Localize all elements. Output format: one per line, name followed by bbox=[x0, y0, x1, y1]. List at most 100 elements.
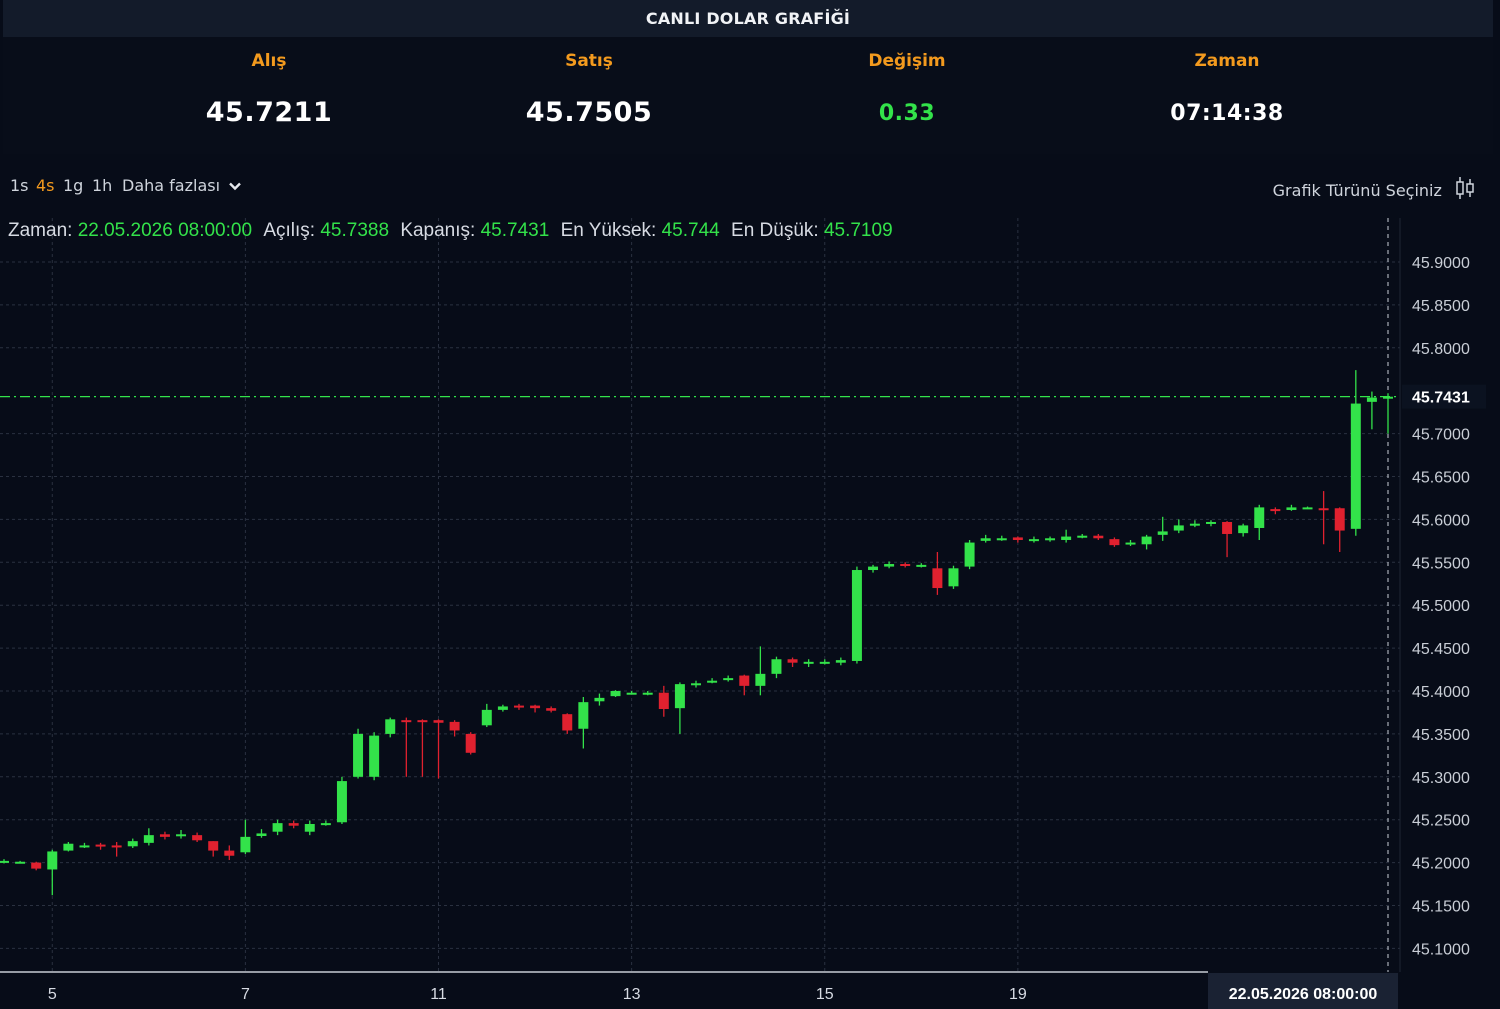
y-tick-label: 45.4500 bbox=[1412, 641, 1470, 658]
candle-body bbox=[47, 851, 58, 870]
candle-body bbox=[288, 823, 299, 826]
candle-body bbox=[417, 720, 428, 723]
y-tick-label: 45.1000 bbox=[1412, 941, 1470, 958]
candle-body bbox=[1061, 536, 1072, 540]
y-tick-label: 45.7000 bbox=[1412, 427, 1470, 444]
candle-body bbox=[143, 835, 154, 843]
legend-low-label: En Düşük: bbox=[731, 220, 819, 241]
candle-body bbox=[1028, 539, 1039, 542]
stat-time-value: 07:14:38 bbox=[1170, 101, 1284, 126]
candle-body bbox=[771, 659, 782, 674]
timeframe-4s[interactable]: 4s bbox=[36, 176, 55, 195]
crosshair-time-badge bbox=[1208, 973, 1398, 1009]
page-title: CANLI DOLAR GRAFİĞİ bbox=[645, 9, 851, 28]
candle-body bbox=[224, 850, 235, 856]
stat-change-label: Değişim bbox=[868, 51, 946, 71]
candle-body bbox=[1350, 403, 1361, 529]
candle-body bbox=[1109, 539, 1120, 546]
title-bar: CANLI DOLAR GRAFİĞİ bbox=[3, 0, 1493, 37]
candle-body bbox=[1254, 507, 1265, 528]
more-timeframes-dropdown[interactable]: Daha fazlası bbox=[122, 176, 241, 195]
candle-body bbox=[819, 661, 830, 664]
candle-body bbox=[1302, 507, 1313, 510]
candle-body bbox=[1222, 521, 1233, 534]
candle-body bbox=[111, 845, 122, 848]
candle-body bbox=[642, 692, 653, 695]
x-tick-label: 19 bbox=[1009, 986, 1027, 1003]
candle-body bbox=[948, 568, 959, 587]
y-tick-label: 45.6500 bbox=[1412, 470, 1470, 487]
timeframe-1h[interactable]: 1h bbox=[92, 176, 113, 195]
stat-ask-value: 45.7505 bbox=[525, 97, 653, 128]
candle-body bbox=[851, 570, 862, 661]
y-tick-label: 45.6000 bbox=[1412, 512, 1470, 529]
candle-body bbox=[1173, 525, 1184, 531]
candle-body bbox=[1045, 538, 1056, 541]
candle-body bbox=[336, 781, 347, 823]
stat-change-value: 0.33 bbox=[878, 101, 936, 126]
candle-body bbox=[433, 720, 444, 723]
y-tick-label: 45.5000 bbox=[1412, 598, 1470, 615]
candle-body bbox=[868, 566, 879, 571]
candle-body bbox=[353, 733, 364, 777]
candle-body bbox=[320, 823, 331, 826]
y-tick-label: 45.4000 bbox=[1412, 684, 1470, 701]
candle-body bbox=[1286, 507, 1297, 510]
ohlc-legend: Zaman: 22.05.2026 08:00:00 Açılış: 45.73… bbox=[8, 220, 893, 242]
candle-body bbox=[208, 841, 219, 851]
current-price-badge bbox=[1402, 384, 1486, 409]
candle-body bbox=[610, 691, 621, 697]
candle-body bbox=[707, 680, 718, 683]
candle-body bbox=[95, 844, 106, 847]
timeframe-1s[interactable]: 1s bbox=[10, 176, 29, 195]
candle-body bbox=[1205, 521, 1216, 524]
candle-body bbox=[1318, 508, 1329, 511]
stat-time-label: Zaman bbox=[1194, 51, 1260, 71]
candle-body bbox=[159, 834, 170, 837]
y-tick-label: 45.2500 bbox=[1412, 813, 1470, 830]
candle-body bbox=[1383, 396, 1393, 399]
timeframe-1g[interactable]: 1g bbox=[63, 176, 84, 195]
candle-body bbox=[0, 860, 9, 863]
candle-body bbox=[803, 661, 814, 664]
candle-body bbox=[1157, 531, 1168, 535]
candle-body bbox=[562, 714, 573, 731]
candle-body bbox=[1125, 542, 1136, 545]
legend-open-value: 45.7388 bbox=[320, 220, 390, 241]
candle-body bbox=[658, 692, 669, 710]
candle-body bbox=[15, 861, 26, 864]
x-tick-label: 13 bbox=[623, 986, 641, 1003]
candle-body bbox=[530, 705, 541, 709]
candle-body bbox=[449, 721, 460, 731]
candle-body bbox=[996, 538, 1007, 541]
y-tick-label: 45.8500 bbox=[1412, 298, 1470, 315]
y-tick-label: 45.2000 bbox=[1412, 856, 1470, 873]
candle-body bbox=[723, 678, 734, 681]
crosshair-time-label: 22.05.2026 08:00:00 bbox=[1229, 986, 1378, 1003]
quote-stats: Alış 45.7211 Satış 45.7505 Değişim 0.33 … bbox=[3, 37, 1493, 154]
y-tick-label: 45.3000 bbox=[1412, 770, 1470, 787]
candle-body bbox=[835, 660, 846, 663]
y-tick-label: 45.8000 bbox=[1412, 341, 1470, 358]
x-tick-label: 15 bbox=[816, 986, 834, 1003]
candle-body bbox=[31, 862, 42, 869]
current-price-label: 45.7431 bbox=[1412, 390, 1470, 407]
candle-body bbox=[1270, 509, 1281, 512]
candle-body bbox=[626, 692, 637, 695]
candle-body bbox=[578, 702, 589, 729]
chevron-down-icon bbox=[229, 182, 241, 191]
candle-body bbox=[497, 706, 508, 710]
chart-type-selector[interactable]: Grafik Türünü Seçiniz bbox=[1273, 176, 1475, 200]
legend-low-value: 45.7109 bbox=[823, 220, 893, 241]
candle-body bbox=[1238, 525, 1249, 534]
y-tick-label: 45.9000 bbox=[1412, 255, 1470, 272]
candle-body bbox=[79, 845, 90, 848]
candle-body bbox=[465, 733, 476, 753]
candle-body bbox=[192, 835, 203, 841]
candle-body bbox=[513, 705, 524, 708]
candle-body bbox=[63, 843, 74, 851]
candle-body bbox=[176, 834, 187, 837]
candle-body bbox=[787, 659, 798, 663]
legend-high-value: 45.744 bbox=[661, 220, 720, 241]
